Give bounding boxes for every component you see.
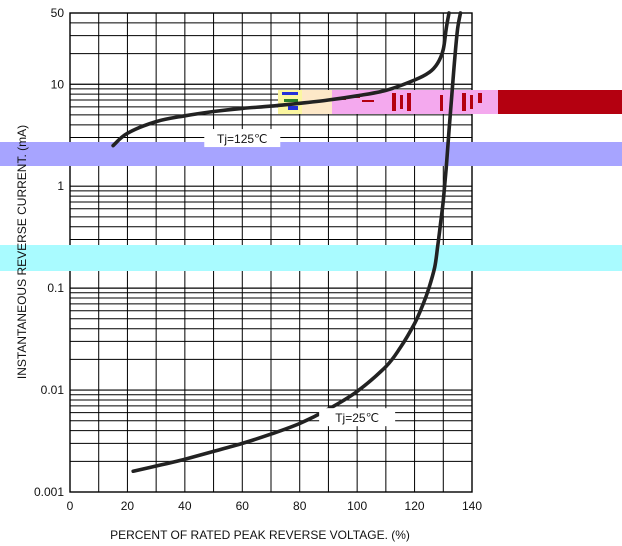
x-tick-label: 40 (178, 499, 192, 513)
y-tick-label: 10 (51, 77, 65, 91)
annotation-background (204, 129, 281, 148)
x-tick-label: 60 (236, 499, 250, 513)
curves (111, 11, 463, 473)
y-tick-label: 0.001 (34, 485, 64, 499)
y-tick-label: 50 (51, 6, 65, 20)
x-tick-label: 100 (347, 499, 367, 513)
y-tick-label: 1 (57, 179, 64, 193)
x-axis-title: PERCENT OF RATED PEAK REVERSE VOLTAGE. (… (110, 528, 410, 542)
overlay-band-cyan (0, 245, 622, 271)
x-tick-label: 20 (121, 499, 135, 513)
x-tick-label: 0 (67, 499, 74, 513)
y-axis-title: INSTANTANEOUS REVERSE CURRENT. (mA) (15, 125, 29, 379)
series-line-tj-125 (111, 11, 451, 148)
overlay-band-blue (0, 142, 622, 166)
curve-annotation-label: Tj=25℃ (335, 411, 379, 425)
overlay-darkred-block (498, 90, 622, 114)
x-tick-label: 140 (462, 499, 482, 513)
y-tick-label: 0.1 (47, 281, 64, 295)
annotations: Tj=125℃ Tj=25℃ (204, 129, 396, 427)
y-tick-label: 0.01 (41, 383, 65, 397)
annotation-background (319, 408, 396, 427)
curve-annotation-label: Tj=125℃ (217, 132, 268, 146)
series-line-tj-25 (131, 11, 463, 473)
x-tick-label: 120 (405, 499, 425, 513)
x-tick-label: 80 (293, 499, 307, 513)
tick-labels: 0 20 40 60 80 100 120 140 0.001 0.01 0.1 1 10 50 (34, 6, 482, 513)
